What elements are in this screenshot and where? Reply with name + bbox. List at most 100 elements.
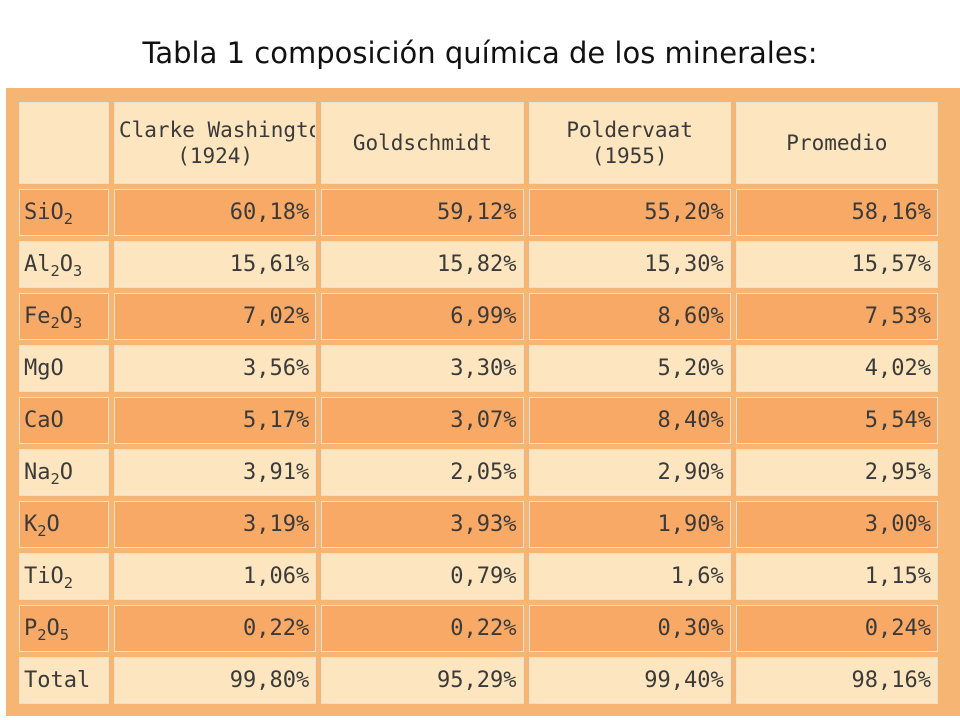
value-cell: 5,20% (528, 345, 731, 392)
value-cell: 0,24% (735, 605, 938, 652)
value-cell: 5,54% (735, 397, 938, 444)
table-row: P2O5 0,22% 0,22% 0,30% 0,24% (19, 605, 938, 652)
compound-name-part: K (24, 512, 38, 537)
value-cell: 2,90% (528, 449, 731, 496)
value-cell: 7,02% (114, 293, 317, 340)
value-cell: 15,57% (735, 241, 938, 288)
value-cell: 99,80% (114, 657, 317, 704)
header-cell-corner (19, 102, 109, 184)
value-cell: 15,82% (321, 241, 524, 288)
compound-subscript: 2 (63, 210, 74, 228)
header-line: Goldschmidt (352, 130, 492, 155)
compound-name-part: MgO (24, 356, 64, 381)
compound-name-part: Al (24, 252, 51, 277)
compound-name-cell: TiO2 (19, 553, 109, 600)
composition-table-frame: Clarke Washington (1924) Goldschmidt Pol… (6, 88, 960, 716)
table-row: SiO2 60,18% 59,12% 55,20% 58,16% (19, 189, 938, 236)
compound-name-part: TiO (24, 564, 64, 589)
composition-table: Clarke Washington (1924) Goldschmidt Pol… (14, 97, 943, 709)
value-cell: 0,79% (321, 553, 524, 600)
value-cell: 59,12% (321, 189, 524, 236)
value-cell: 7,53% (735, 293, 938, 340)
value-cell: 2,95% (735, 449, 938, 496)
table-row: CaO 5,17% 3,07% 8,40% 5,54% (19, 397, 938, 444)
table-row: Total 99,80% 95,29% 99,40% 98,16% (19, 657, 938, 704)
value-cell: 3,07% (321, 397, 524, 444)
value-cell: 3,91% (114, 449, 317, 496)
header-cell-promedio: Promedio (735, 102, 938, 184)
compound-name-cell: Fe2O3 (19, 293, 109, 340)
header-line: Promedio (786, 130, 888, 155)
compound-name-cell: MgO (19, 345, 109, 392)
value-cell: 60,18% (114, 189, 317, 236)
value-cell: 1,06% (114, 553, 317, 600)
compound-subscript: 3 (73, 314, 83, 332)
value-cell: 1,6% (528, 553, 731, 600)
compound-subscript: 2 (50, 470, 60, 488)
header-cell-goldschmidt: Goldschmidt (321, 102, 524, 184)
value-cell: 2,05% (321, 449, 524, 496)
header-row: Clarke Washington (1924) Goldschmidt Pol… (19, 102, 938, 184)
compound-subscript: 5 (59, 626, 70, 644)
compound-subscript: 2 (50, 262, 60, 280)
value-cell: 3,56% (114, 345, 317, 392)
value-cell: 0,22% (114, 605, 317, 652)
compound-name-part: Total (24, 668, 91, 693)
table-row: K2O 3,19% 3,93% 1,90% 3,00% (19, 501, 938, 548)
compound-name-part: O (59, 252, 74, 277)
value-cell: 6,99% (321, 293, 524, 340)
table-row: Fe2O3 7,02% 6,99% 8,60% 7,53% (19, 293, 938, 340)
value-cell: 3,00% (735, 501, 938, 548)
compound-name-part: O (46, 512, 60, 537)
table-row: TiO2 1,06% 0,79% 1,6% 1,15% (19, 553, 938, 600)
header-line: Clarke Washington (119, 117, 317, 142)
compound-subscript: 2 (50, 314, 60, 332)
header-line: (1955) (591, 144, 668, 168)
compound-subscript: 3 (73, 262, 83, 280)
compound-name-part: O (59, 460, 74, 485)
header-cell-poldervaat: Poldervaat (1955) (528, 102, 731, 184)
value-cell: 15,61% (114, 241, 317, 288)
compound-name-cell: Na2O (19, 449, 109, 496)
value-cell: 8,60% (528, 293, 731, 340)
compound-name-part: O (59, 304, 74, 329)
value-cell: 1,90% (528, 501, 731, 548)
value-cell: 95,29% (321, 657, 524, 704)
value-cell: 98,16% (735, 657, 938, 704)
header-cell-clarke-washington: Clarke Washington (1924) (114, 102, 317, 184)
value-cell: 99,40% (528, 657, 731, 704)
value-cell: 0,30% (528, 605, 731, 652)
value-cell: 15,30% (528, 241, 731, 288)
header-line: (1924) (177, 144, 254, 168)
compound-name-cell: Total (19, 657, 109, 704)
compound-name-part: P (24, 616, 38, 641)
compound-name-cell: P2O5 (19, 605, 109, 652)
compound-name-part: CaO (24, 408, 64, 433)
value-cell: 5,17% (114, 397, 317, 444)
value-cell: 3,30% (321, 345, 524, 392)
value-cell: 55,20% (528, 189, 731, 236)
value-cell: 3,19% (114, 501, 317, 548)
compound-subscript: 2 (37, 626, 47, 644)
compound-name-cell: K2O (19, 501, 109, 548)
compound-name-cell: SiO2 (19, 189, 109, 236)
compound-name-part: SiO (24, 200, 64, 225)
compound-name-part: O (46, 616, 60, 641)
compound-name-cell: Al2O3 (19, 241, 109, 288)
value-cell: 8,40% (528, 397, 731, 444)
table-row: Al2O3 15,61% 15,82% 15,30% 15,57% (19, 241, 938, 288)
compound-name-cell: CaO (19, 397, 109, 444)
slide-title: Tabla 1 composición química de los miner… (142, 36, 818, 70)
compound-subscript: 2 (63, 574, 74, 592)
compound-name-part: Na (24, 460, 51, 485)
value-cell: 0,22% (321, 605, 524, 652)
table-body: SiO2 60,18% 59,12% 55,20% 58,16% Al2O3 15,61% 1… (19, 189, 938, 704)
table-row: Na2O 3,91% 2,05% 2,90% 2,95% (19, 449, 938, 496)
value-cell: 58,16% (735, 189, 938, 236)
value-cell: 1,15% (735, 553, 938, 600)
value-cell: 4,02% (735, 345, 938, 392)
compound-subscript: 2 (37, 522, 47, 540)
table-row: MgO 3,56% 3,30% 5,20% 4,02% (19, 345, 938, 392)
value-cell: 3,93% (321, 501, 524, 548)
header-line: Poldervaat (566, 117, 693, 142)
